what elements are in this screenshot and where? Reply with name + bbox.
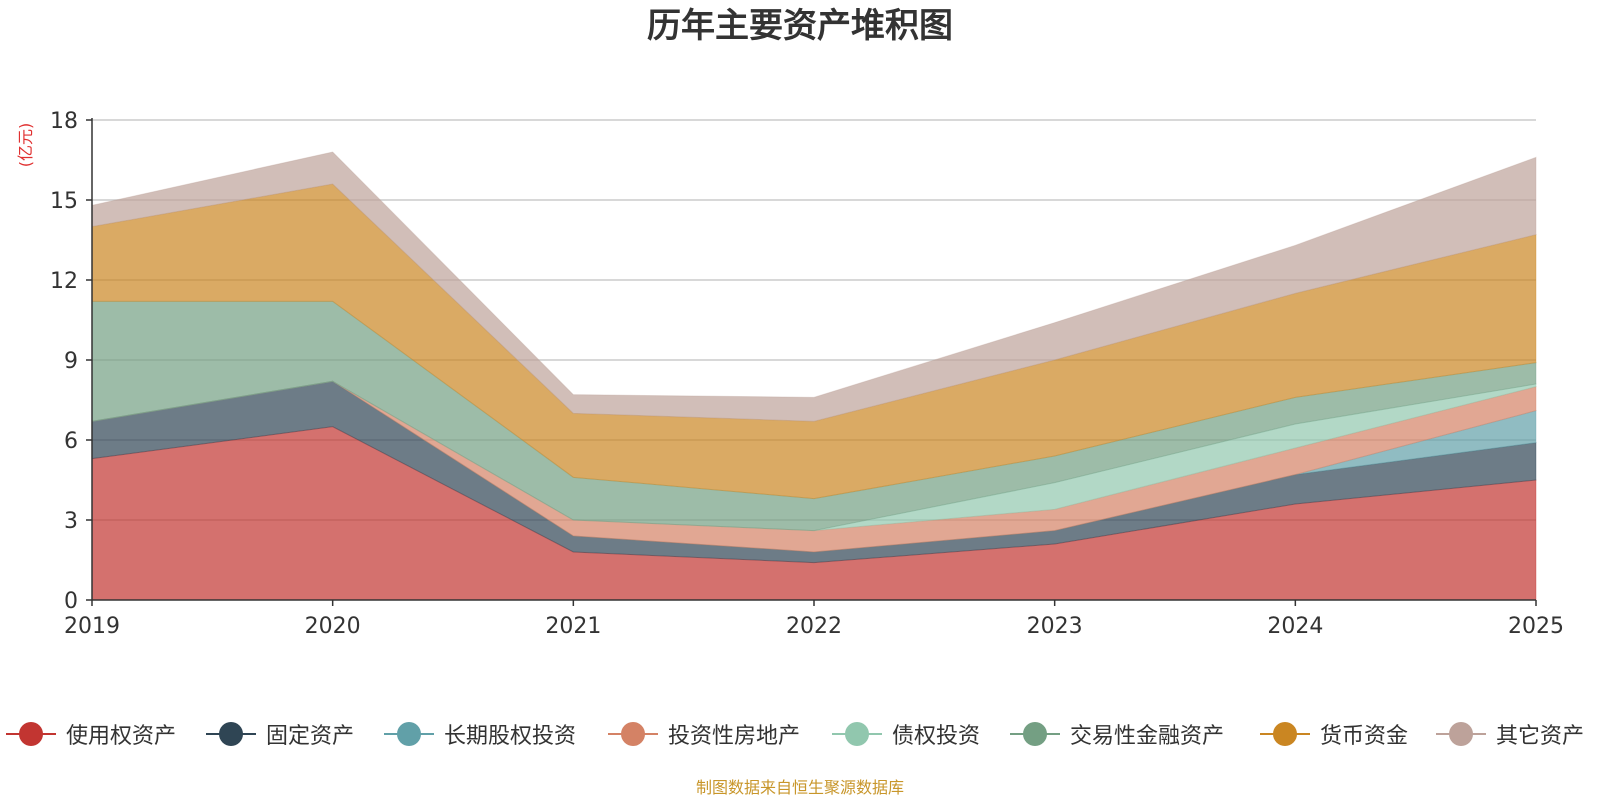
legend-label: 债权投资	[892, 724, 981, 749]
y-tick-label: 9	[64, 349, 78, 374]
x-tick-label: 2025	[1508, 614, 1564, 639]
legend-marker-icon	[1436, 719, 1486, 749]
legend-label: 交易性金融资产	[1070, 724, 1225, 749]
legend-marker-icon	[384, 719, 434, 749]
x-tick-label: 2019	[64, 614, 120, 639]
y-tick-label: 15	[50, 189, 78, 214]
legend-marker-icon	[206, 719, 256, 749]
area-series-2	[91, 380, 1537, 553]
y-tick-label: 18	[50, 109, 78, 134]
legend-label: 货币资金	[1320, 724, 1409, 749]
y-axis-label: (亿元)	[16, 123, 35, 168]
x-tick-label: 2022	[786, 614, 842, 639]
area-series-7	[91, 151, 1537, 422]
y-tick-label: 3	[64, 509, 78, 534]
y-tick-label: 6	[64, 429, 78, 454]
legend-item[interactable]: 使用权资产	[6, 716, 176, 752]
legend-marker-icon	[6, 719, 56, 749]
legend-label: 固定资产	[266, 724, 355, 749]
x-tick-label: 2021	[545, 614, 601, 639]
footer-source-note: 制图数据来自恒生聚源数据库	[695, 778, 904, 797]
legend: 使用权资产 固定资产 长期股权投资 投资性房地产 债权投资 交易性金融资产 货币资金 其它资产	[0, 716, 1600, 752]
legend-item[interactable]: 债权投资	[832, 716, 980, 752]
y-tick-label: 0	[64, 589, 78, 614]
legend-label: 使用权资产	[66, 724, 177, 749]
legend-marker-icon	[1260, 719, 1310, 749]
area-series-4	[91, 380, 1537, 532]
area-series-3	[91, 380, 1537, 553]
legend-item[interactable]: 长期股权投资	[384, 716, 576, 752]
legend-item[interactable]: 固定资产	[206, 716, 354, 752]
chart-title: 历年主要资产堆积图	[647, 6, 953, 46]
y-tick-label: 12	[50, 269, 78, 294]
x-tick-label: 2023	[1027, 614, 1083, 639]
axes: 0 3 6 9 12 15 18 2019 2020 2021 2022 2023 2024 2025	[50, 109, 1564, 639]
legend-label: 投资性房地产	[668, 724, 801, 749]
legend-item[interactable]: 其它资产	[1436, 716, 1584, 752]
legend-marker-icon	[832, 719, 882, 749]
legend-label: 其它资产	[1496, 724, 1585, 749]
x-tick-label: 2020	[305, 614, 361, 639]
legend-item[interactable]: 投资性房地产	[608, 716, 800, 752]
stacked-areas	[91, 151, 1537, 601]
x-tick-label: 2024	[1267, 614, 1323, 639]
legend-item[interactable]: 货币资金	[1260, 716, 1408, 752]
legend-item[interactable]: 交易性金融资产	[1010, 716, 1224, 752]
legend-marker-icon	[608, 719, 658, 749]
legend-label: 长期股权投资	[444, 724, 577, 749]
legend-marker-icon	[1010, 719, 1060, 749]
